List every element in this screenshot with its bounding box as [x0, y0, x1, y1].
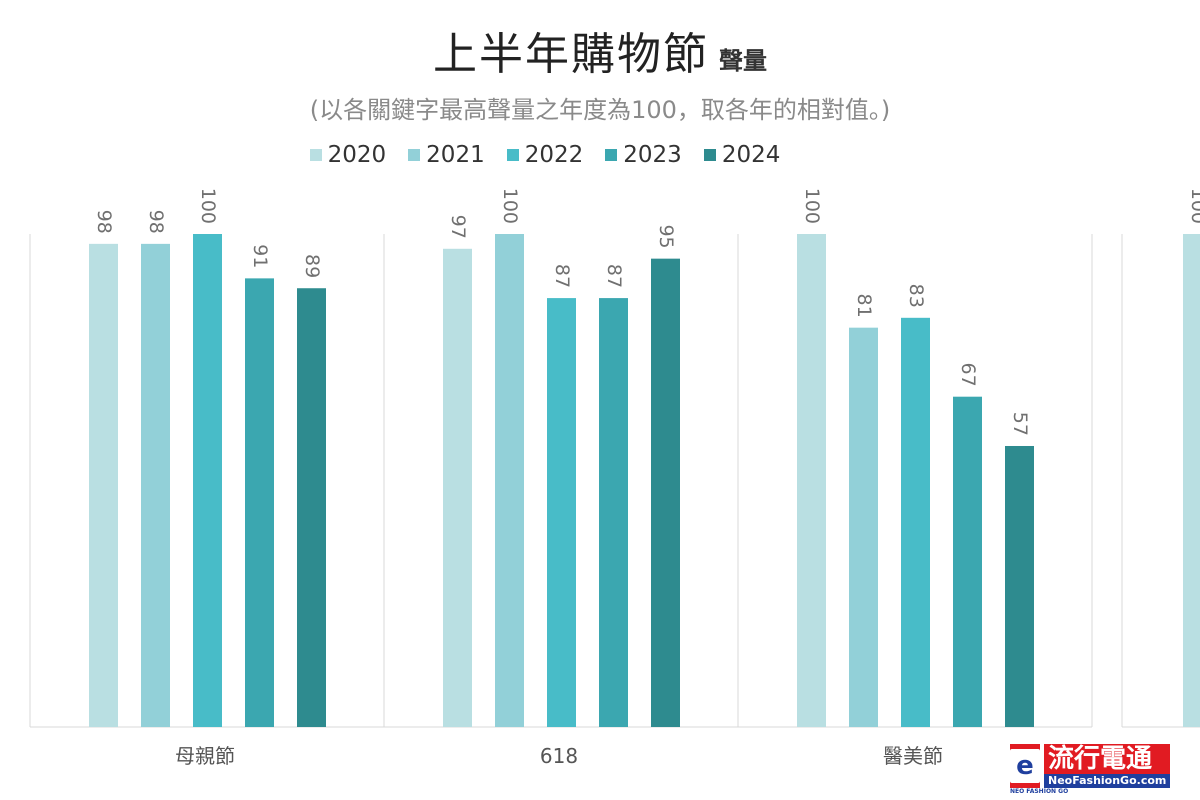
bar-2021	[141, 243, 170, 728]
bar-2022	[193, 234, 222, 727]
legend-label: 2021	[426, 142, 485, 168]
bar-2021	[495, 234, 524, 727]
bar-2023	[953, 396, 982, 727]
bar-2022	[901, 317, 930, 727]
legend-item-2020: 2020	[309, 142, 387, 168]
data-label: 95	[655, 224, 677, 248]
logo-mark-letter: e	[1010, 749, 1040, 783]
data-label: 87	[551, 264, 573, 288]
bar-2023	[599, 298, 628, 727]
bar-2024	[651, 258, 680, 727]
legend-label: 2020	[327, 142, 387, 168]
logo-name: 流行電通	[1044, 744, 1171, 774]
data-label: 57	[1009, 412, 1031, 436]
bar-2024	[1005, 445, 1034, 727]
legend-item-2021: 2021	[408, 142, 485, 168]
legend-item-2022: 2022	[506, 142, 584, 168]
data-label: 91	[249, 244, 271, 268]
legend-swatch	[309, 149, 322, 161]
legend-label: 2024	[721, 142, 781, 168]
bar-2024	[297, 288, 326, 727]
bar-2020	[1183, 234, 1200, 727]
chart-legend: 2020 2021 2022 2023 2024	[0, 142, 1090, 168]
legend-swatch	[408, 149, 421, 161]
legend-item-2024: 2024	[703, 142, 781, 168]
bar-2023	[245, 278, 274, 727]
legend-item-2023: 2023	[605, 142, 682, 168]
data-label: 83	[905, 284, 927, 308]
chart-title-block: 上半年購物節 聲量	[0, 18, 1200, 82]
data-label: 100	[801, 188, 823, 224]
legend-swatch	[506, 149, 519, 161]
legend-swatch	[703, 149, 716, 161]
logo-url: NeoFashionGo.com	[1044, 774, 1171, 788]
chart-subtitle: (以各關鍵字最高聲量之年度為100，取各年的相對值。)	[309, 96, 891, 124]
data-label: 100	[1187, 188, 1200, 224]
data-label: 87	[603, 264, 625, 288]
brand-logo: e 流行電通 NeoFashionGo.com	[1010, 744, 1171, 792]
data-label: 67	[957, 363, 979, 387]
legend-label: 2023	[623, 142, 682, 168]
logo-tagline: NEO FASHION GO	[1010, 788, 1069, 795]
category-label: 母親節	[175, 744, 235, 768]
bar-2021	[849, 327, 878, 727]
bar-2020	[443, 248, 472, 728]
category-label: 醫美節	[883, 744, 943, 768]
data-label: 97	[447, 215, 469, 239]
data-label: 100	[197, 188, 219, 224]
legend-swatch	[605, 149, 618, 161]
data-label: 100	[499, 188, 521, 224]
data-label: 98	[145, 210, 167, 234]
logo-mark: e	[1010, 744, 1040, 788]
chart-title: 上半年購物節	[433, 29, 709, 80]
category-label: 618	[540, 744, 578, 768]
data-label: 81	[853, 293, 875, 317]
legend-label: 2022	[524, 142, 584, 168]
bar-2020	[89, 243, 118, 728]
data-label: 98	[93, 210, 115, 234]
bar-2020	[797, 234, 826, 727]
data-label: 89	[301, 254, 323, 278]
bar-2022	[547, 298, 576, 727]
chart-title-unit: 聲量	[719, 47, 767, 75]
